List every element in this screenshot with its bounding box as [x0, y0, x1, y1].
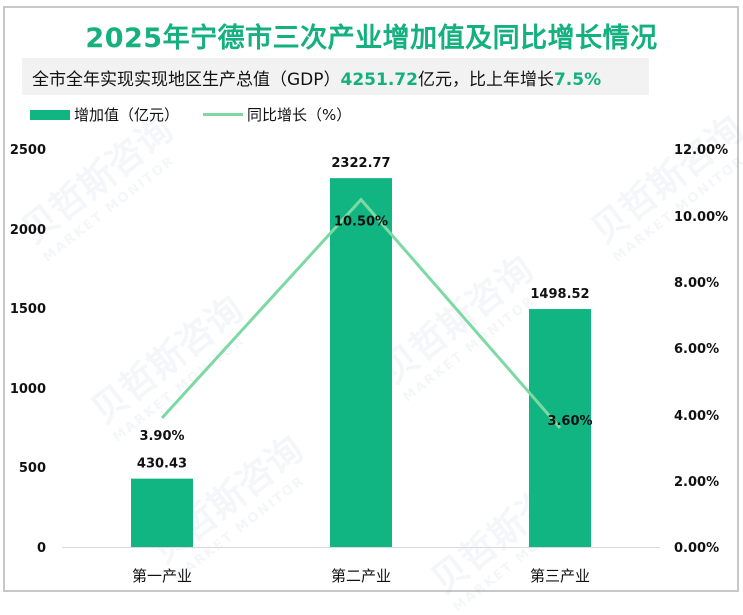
left-axis-tick: 1500 — [9, 302, 46, 317]
bar[interactable] — [131, 478, 193, 547]
right-axis-tick: 4.00% — [674, 409, 720, 424]
data-labels: 430.43 2322.77 1498.52 3.90% 10.50% 3.60% — [137, 156, 593, 472]
growth-value-label: 3.90% — [139, 429, 184, 444]
right-axis-tick: 6.00% — [674, 342, 720, 357]
legend: 增加值（亿元） 同比增长（%） — [30, 104, 375, 125]
bar[interactable] — [330, 178, 392, 548]
gdp-growth: 7.5% — [553, 70, 602, 90]
right-axis-tick: 10.00% — [674, 210, 729, 225]
right-axis-tick: 0.00% — [674, 541, 720, 556]
bar[interactable] — [529, 309, 591, 547]
category-label: 第三产业 — [529, 567, 590, 585]
subtitle-prefix: 全市全年实现实现地区生产总值（GDP） — [32, 70, 341, 90]
legend-item-bar[interactable]: 增加值（亿元） — [30, 104, 179, 125]
subtitle-middle: 亿元，比上年增长 — [417, 70, 554, 90]
legend-label: 同比增长（%） — [247, 106, 352, 124]
growth-line — [160, 197, 562, 429]
category-label: 第二产业 — [330, 567, 391, 585]
left-axis-tick: 2000 — [9, 223, 46, 238]
category-label: 第一产业 — [131, 567, 192, 585]
gdp-value: 4251.72 — [340, 70, 418, 90]
bar-value-label: 1498.52 — [530, 287, 589, 302]
left-axis-tick: 500 — [18, 461, 46, 476]
growth-value-label: 10.50% — [334, 215, 388, 230]
right-axis-tick: 12.00% — [674, 143, 729, 158]
line-swatch-icon — [203, 113, 244, 116]
subtitle-box: 全市全年实现实现地区生产总值（GDP）4251.72亿元，比上年增长7.5% — [22, 58, 649, 95]
right-axis-tick: 8.00% — [674, 276, 720, 291]
bar-value-label: 2322.77 — [331, 156, 390, 171]
left-axis-tick: 0 — [36, 541, 46, 556]
left-axis-tick: 2500 — [9, 143, 46, 158]
chart-title: 2025年宁德市三次产业增加值及同比增长情况 — [85, 23, 658, 54]
plot-area: 430.43 2322.77 1498.52 3.90% 10.50% 3.60% — [62, 156, 660, 548]
legend-item-line[interactable]: 同比增长（%） — [203, 104, 351, 125]
legend-label: 增加值（亿元） — [74, 106, 180, 124]
bar-value-label: 430.43 — [137, 457, 187, 472]
subtitle-text: 全市全年实现实现地区生产总值（GDP）4251.72亿元，比上年增长7.5% — [32, 65, 601, 90]
growth-value-label: 3.60% — [547, 414, 592, 429]
bar-swatch-icon — [30, 109, 70, 120]
right-axis-tick: 2.00% — [674, 475, 720, 490]
bar-series — [131, 178, 591, 548]
left-axis-tick: 1000 — [9, 382, 46, 397]
